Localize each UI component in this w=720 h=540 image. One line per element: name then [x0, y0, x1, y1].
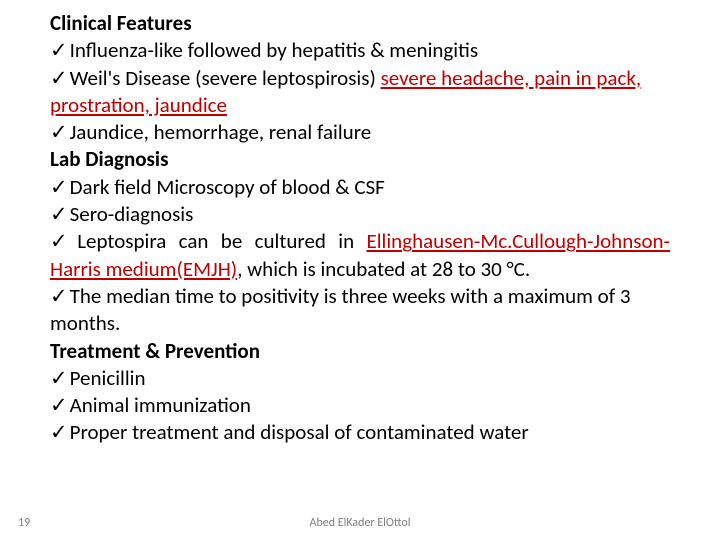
bullet-text: Proper treatment and disposal of contami…: [70, 419, 529, 445]
footer-author: Abed ElKader ElOttol: [0, 516, 720, 530]
check-icon: [50, 119, 70, 145]
check-icon: [50, 201, 70, 227]
bullet-text-tail: , which is incubated at 28 to 30 °C.: [237, 256, 530, 282]
slide-content: Clinical Features Influenza-like followe…: [50, 10, 670, 447]
check-icon: [50, 65, 70, 91]
bullet-text: Animal immunization: [70, 392, 251, 418]
bullet-tp2: Animal immunization: [50, 392, 670, 419]
bullet-text: Influenza-like followed by hepatitis & m…: [70, 37, 478, 63]
bullet-ld1: Dark field Microscopy of blood & CSF: [50, 174, 670, 201]
check-icon: [50, 392, 70, 418]
bullet-cf2: Weil's Disease (severe leptospirosis) se…: [50, 65, 670, 120]
bullet-tp3: Proper treatment and disposal of contami…: [50, 419, 670, 446]
bullet-cf3: Jaundice, hemorrhage, renal failure: [50, 119, 670, 146]
bullet-ld2: Sero-diagnosis: [50, 201, 670, 228]
heading-clinical-features: Clinical Features: [50, 10, 670, 37]
bullet-ld3: Leptospira can be cultured in Ellinghaus…: [50, 228, 670, 283]
heading-lab-diagnosis: Lab Diagnosis: [50, 146, 670, 173]
check-icon: [50, 419, 70, 445]
check-icon: [50, 365, 70, 391]
check-icon: [50, 228, 77, 254]
bullet-cf1: Influenza-like followed by hepatitis & m…: [50, 37, 670, 64]
check-icon: [50, 37, 70, 63]
bullet-text: Jaundice, hemorrhage, renal failure: [70, 119, 372, 145]
bullet-text-lead: Leptospira can be cultured in: [77, 228, 366, 254]
bullet-text: Dark field Microscopy of blood & CSF: [70, 174, 385, 200]
bullet-text: The median time to positivity is three w…: [50, 283, 631, 336]
bullet-tp1: Penicillin: [50, 365, 670, 392]
bullet-ld4: The median time to positivity is three w…: [50, 283, 670, 338]
check-icon: [50, 283, 70, 309]
check-icon: [50, 174, 70, 200]
bullet-text: Penicillin: [70, 365, 146, 391]
heading-treatment-prevention: Treatment & Prevention: [50, 338, 670, 365]
bullet-text: Sero-diagnosis: [70, 201, 194, 227]
bullet-text-lead: Weil's Disease (severe leptospirosis): [70, 65, 381, 91]
